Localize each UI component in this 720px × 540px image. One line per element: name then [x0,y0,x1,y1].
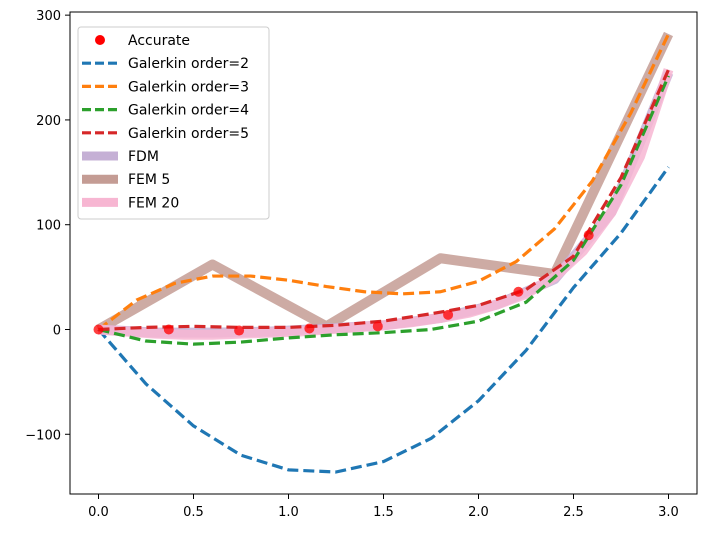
data-point-accurate [93,324,104,335]
y-tick-label: 100 [36,219,61,234]
data-point-accurate [304,323,315,334]
legend-label-galerkin-order-4: Galerkin order=4 [128,103,249,119]
series-line-galerkin-order-5 [98,68,670,332]
y-tick-label: 0 [53,323,61,338]
data-point-accurate [372,321,383,332]
legend-label-galerkin-order-3: Galerkin order=3 [128,79,249,95]
legend-label-accurate: Accurate [128,33,190,49]
x-tick-label: 0.0 [88,505,109,520]
x-tick-label: 0.5 [183,505,204,520]
x-tick-label: 1.5 [373,505,394,520]
legend-label-galerkin-order-2: Galerkin order=2 [128,56,249,72]
legend-label-fem-20: FEM 20 [128,195,179,211]
axes-layer: 0.0 0.5 1.0 1.5 2.0 2.5 3.0 −100 0 100 200 300 [25,9,698,520]
x-tick-label: 2.5 [563,505,584,520]
legend-label-fem-5: FEM 5 [128,172,170,188]
series-layer [93,31,674,474]
series-line-galerkin-order-3 [97,33,670,331]
data-point-accurate [234,325,245,336]
legend-box [77,26,270,220]
data-point-accurate [583,230,594,241]
data-point-accurate [513,286,524,297]
legend: Accurate Galerkin order=2 Galerkin order=3… [77,26,270,220]
series-line-fem-5 [96,31,674,334]
data-point-accurate [163,324,174,335]
legend-label-galerkin-order-5: Galerkin order=5 [128,126,249,142]
series-line-galerkin-order-4 [98,75,670,346]
series-line-galerkin-order-2 [97,166,670,474]
legend-label-fdm: FDM [128,149,159,165]
y-tick-label: 300 [36,9,61,24]
x-tick-label: 2.0 [468,505,489,520]
y-tick-label: 200 [36,114,61,129]
data-point-accurate [443,309,454,320]
x-tick-label: 1.0 [278,505,299,520]
y-tick-label: −100 [25,428,61,443]
legend-marker-accurate [95,35,105,45]
x-tick-label: 3.0 [658,505,679,520]
